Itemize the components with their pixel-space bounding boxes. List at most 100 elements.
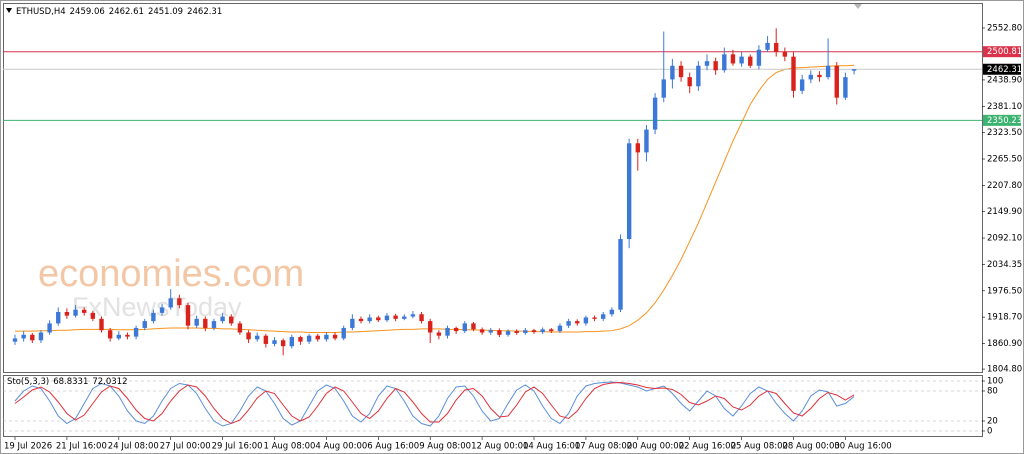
x-tick-label: 19 Jul 2026	[4, 442, 52, 452]
y-tick-label: 2265.50	[987, 154, 1022, 164]
header: ETHUSD,H4 2459.06 2462.61 2451.09 2462.31	[16, 7, 222, 17]
y-tick-label: 2092.10	[987, 234, 1022, 244]
candle-body	[30, 334, 35, 341]
candle-body	[185, 305, 191, 326]
x-tick-label: 4 Aug 00:00	[315, 442, 367, 452]
candle-body	[133, 327, 139, 337]
candle-body	[618, 239, 623, 310]
candle-body	[315, 335, 320, 340]
candle-body	[756, 49, 762, 66]
candle-body	[289, 337, 294, 347]
x-tick-label: 22 Aug 16:00	[679, 442, 736, 452]
y-tick-label: 100	[987, 377, 1003, 387]
x-tick-label: 30 Aug 16:00	[834, 442, 891, 452]
header-item: 2451.09	[148, 7, 183, 17]
candle-body	[670, 65, 675, 80]
candle-body	[436, 332, 442, 336]
header-item: 2462.31	[187, 7, 222, 17]
candle-body	[229, 316, 234, 324]
current-price-box	[983, 63, 1021, 75]
candle-body	[332, 334, 338, 339]
candle-body	[159, 307, 165, 313]
symbol-icon	[6, 8, 12, 13]
candle-body	[125, 334, 130, 337]
candle-body	[402, 316, 407, 319]
x-tick-label: 9 Aug 08:00	[419, 442, 471, 452]
indicator-value: 68.8331	[53, 377, 88, 387]
stochastic-line	[14, 381, 855, 427]
scroll-marker	[854, 4, 862, 9]
candle-body	[298, 337, 303, 342]
candle-body	[851, 69, 857, 71]
candle-body	[471, 323, 476, 330]
candle-body	[782, 52, 788, 57]
y-tick-label: 2323.50	[987, 128, 1022, 138]
x-tick-label: 12 Aug 00:00	[471, 442, 528, 452]
candle-body	[678, 65, 684, 78]
candle-body	[748, 56, 753, 66]
candle-body	[263, 335, 269, 344]
indicator-header: Sto(5,3,3) 68.8331 72.0312	[7, 377, 128, 387]
candle-body	[765, 42, 770, 50]
y-tick-label: 2207.80	[987, 181, 1022, 191]
candle-body	[549, 329, 554, 332]
candle-body	[324, 334, 329, 340]
candle-body	[601, 314, 606, 319]
candle-body	[255, 335, 260, 340]
y-tick-label: 2552.80	[987, 23, 1022, 33]
y-tick-label: 0	[987, 427, 992, 437]
x-tick-label: 14 Aug 16:00	[523, 442, 580, 452]
candle-body	[696, 65, 701, 87]
candle-body	[626, 143, 632, 240]
x-tick-label: 29 Jul 16:00	[212, 442, 263, 452]
y-tick-label: 2438.90	[987, 75, 1022, 85]
candle-body	[306, 335, 312, 342]
candle-body	[82, 309, 87, 313]
candle-body	[90, 312, 96, 319]
y-tick-label: 20	[987, 417, 998, 427]
x-tick-label: 20 Aug 00:00	[627, 442, 684, 452]
candle-body	[488, 330, 493, 333]
watermark: economies.com	[38, 253, 304, 295]
candle-body	[21, 334, 26, 339]
candle-body	[583, 317, 589, 324]
y-tick-label: 2034.35	[987, 260, 1022, 270]
level-label-box	[983, 114, 1021, 126]
candle-body	[514, 331, 519, 333]
candle-body	[834, 65, 839, 98]
y-tick-label: 1860.90	[987, 339, 1022, 349]
x-tick-label: 27 Jul 00:00	[160, 442, 211, 452]
candle-body	[575, 321, 580, 324]
indicator-value: Sto(5,3,3)	[7, 377, 49, 387]
candle-body	[609, 309, 615, 315]
header-item: 2462.61	[109, 7, 144, 17]
candle-body	[428, 321, 433, 333]
candle-body	[661, 79, 666, 98]
y-tick-label: 80	[987, 387, 998, 397]
candle-body	[791, 56, 796, 91]
candle-body	[843, 77, 848, 98]
candle-body	[652, 97, 658, 130]
y-tick-label: 1918.70	[987, 313, 1022, 323]
candle-body	[531, 330, 537, 333]
candle-body	[367, 317, 372, 322]
level-label: 2350.23	[987, 116, 1022, 126]
candle-body	[237, 323, 243, 333]
candle-body	[505, 331, 511, 335]
candle-body	[211, 321, 217, 328]
candle-body	[730, 54, 736, 64]
x-tick-label: 6 Aug 16:00	[367, 442, 419, 452]
candle-body	[704, 61, 710, 66]
x-tick-label: 24 Jul 08:00	[108, 442, 159, 452]
candle-body	[107, 330, 113, 339]
main-panel	[3, 3, 983, 373]
header-item: ETHUSD,H4	[16, 7, 66, 17]
candle-body	[56, 311, 61, 324]
candle-body	[203, 318, 208, 328]
candle-body	[47, 323, 52, 333]
candle-body	[644, 129, 649, 153]
candle-body	[592, 317, 597, 319]
x-tick-label: 17 Aug 08:00	[575, 442, 632, 452]
y-tick-label: 1804.80	[987, 365, 1022, 375]
